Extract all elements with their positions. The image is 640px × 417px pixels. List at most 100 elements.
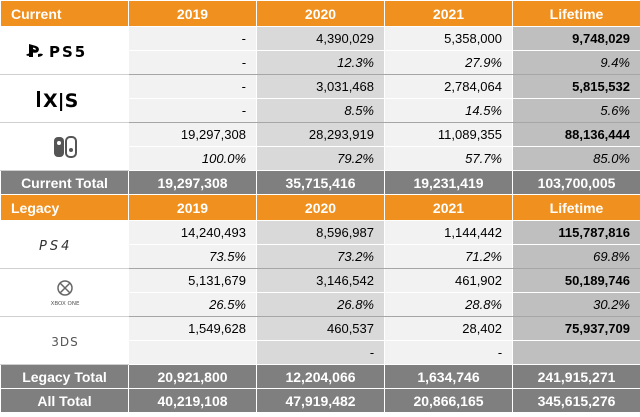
3ds-2019-units: 1,549,628 [128,316,257,341]
ps4-2021-units: 1,144,442 [384,220,513,245]
nintendo-switch-logo-icon [0,122,129,171]
xbox-series-units-row: X|S - 3,031,468 2,784,064 5,815,532 [0,74,640,123]
switch-2020-share: 79.2% [256,146,385,171]
ps5-2021-units: 5,358,000 [384,26,513,51]
switch-2020-units: 28,293,919 [256,122,385,147]
3ds-units-row: 3DS 1,549,628 460,537 28,402 75,937,709 [0,316,640,365]
3ds-lifetime-share [512,340,640,365]
ps4-lifetime-share: 69.8% [512,244,640,269]
legacy-total-row: Legacy Total 20,921,800 12,204,066 1,634… [0,364,640,389]
ps5-lifetime-units: 9,748,029 [512,26,640,51]
ps4-units-row: PS4 14,240,493 8,596,987 1,144,442 115,7… [0,220,640,269]
xbox-one-2020-units: 3,146,542 [256,268,385,293]
xbox-series-2020-share: 8.5% [256,98,385,123]
xbox-one-share-row: 26.5% 26.8% 28.8% 30.2% [1,292,640,317]
ps4-2020-share: 73.2% [256,244,385,269]
all-total-2019: 40,219,108 [128,388,257,413]
svg-text:PS4: PS4 [39,239,72,254]
legacy-col-header-2021: 2021 [384,194,513,221]
svg-text:PS5: PS5 [49,43,87,61]
ps5-2020-units: 4,390,029 [256,26,385,51]
xbox-one-2020-share: 26.8% [256,292,385,317]
col-header-2019: 2019 [128,0,257,27]
ps4-2021-share: 71.2% [384,244,513,269]
xbox-series-2019-units: - [128,74,257,99]
legacy-total-lifetime: 241,915,271 [512,364,640,389]
ps5-logo-icon: PS5 [0,26,129,75]
current-header-row: Current 2019 2020 2021 Lifetime [0,0,640,27]
legacy-total-2019: 20,921,800 [128,364,257,389]
col-header-lifetime: Lifetime [512,0,640,27]
switch-units-row: 19,297,308 28,293,919 11,089,355 88,136,… [0,122,640,171]
all-total-2020: 47,919,482 [256,388,385,413]
ps5-lifetime-share: 9.4% [512,50,640,75]
3ds-2019-share [128,340,257,365]
3ds-2020-units: 460,537 [256,316,385,341]
current-total-row: Current Total 19,297,308 35,715,416 19,2… [0,170,640,195]
xbox-series-lifetime-share: 5.6% [512,98,640,123]
xbox-series-2020-units: 3,031,468 [256,74,385,99]
ps5-2020-share: 12.3% [256,50,385,75]
legacy-col-header-lifetime: Lifetime [512,194,640,221]
ps4-2020-units: 8,596,987 [256,220,385,245]
xbox-one-units-row: XBOX ONE 5,131,679 3,146,542 461,902 50,… [0,268,640,317]
all-total-label: All Total [0,388,129,413]
ps4-2019-share: 73.5% [128,244,257,269]
3ds-2021-share: - [384,340,513,365]
current-total-lifetime: 103,700,005 [512,170,640,195]
3ds-2021-units: 28,402 [384,316,513,341]
switch-2021-units: 11,089,355 [384,122,513,147]
col-header-2020: 2020 [256,0,385,27]
switch-lifetime-share: 85.0% [512,146,640,171]
legacy-header-row: Legacy 2019 2020 2021 Lifetime [0,194,640,221]
xbox-series-lifetime-units: 5,815,532 [512,74,640,99]
col-header-2021: 2021 [384,0,513,27]
all-total-2021: 20,866,165 [384,388,513,413]
xbox-series-2021-units: 2,784,064 [384,74,513,99]
switch-2019-units: 19,297,308 [128,122,257,147]
legacy-total-2020: 12,204,066 [256,364,385,389]
current-total-2020: 35,715,416 [256,170,385,195]
xbox-one-2019-units: 5,131,679 [128,268,257,293]
xbox-series-share-row: - 8.5% 14.5% 5.6% [1,98,640,123]
ps5-2019-share: - [128,50,257,75]
current-total-label: Current Total [0,170,129,195]
svg-text:3DS: 3DS [51,335,79,349]
xbox-series-2021-share: 14.5% [384,98,513,123]
switch-share-row: 100.0% 79.2% 57.7% 85.0% [1,146,640,171]
legacy-total-2021: 1,634,746 [384,364,513,389]
ps4-lifetime-units: 115,787,816 [512,220,640,245]
legacy-section-label: Legacy [0,194,129,221]
xbox-one-2021-units: 461,902 [384,268,513,293]
ps4-share-row: 73.5% 73.2% 71.2% 69.8% [1,244,640,269]
ps5-share-row: - 12.3% 27.9% 9.4% [1,50,640,75]
xbox-one-lifetime-units: 50,189,746 [512,268,640,293]
xbox-one-2019-share: 26.5% [128,292,257,317]
3ds-logo-icon: 3DS [0,316,129,365]
ps5-units-row: PS5 - 4,390,029 5,358,000 9,748,029 [0,26,640,75]
switch-lifetime-units: 88,136,444 [512,122,640,147]
xbox-series-2019-share: - [128,98,257,123]
ps5-2019-units: - [128,26,257,51]
current-section-label: Current [0,0,129,27]
ps4-logo-icon: PS4 [0,220,129,269]
all-total-row: All Total 40,219,108 47,919,482 20,866,1… [0,388,640,413]
3ds-lifetime-units: 75,937,709 [512,316,640,341]
legacy-total-label: Legacy Total [0,364,129,389]
legacy-col-header-2019: 2019 [128,194,257,221]
svg-text:X|S: X|S [43,90,78,111]
ps4-2019-units: 14,240,493 [128,220,257,245]
svg-text:XBOX ONE: XBOX ONE [50,301,79,307]
ps5-2021-share: 27.9% [384,50,513,75]
xbox-one-2021-share: 28.8% [384,292,513,317]
xbox-one-logo-icon: XBOX ONE [0,268,129,317]
xbox-one-lifetime-share: 30.2% [512,292,640,317]
current-total-2021: 19,231,419 [384,170,513,195]
all-total-lifetime: 345,615,276 [512,388,640,413]
current-total-2019: 19,297,308 [128,170,257,195]
switch-2021-share: 57.7% [384,146,513,171]
switch-2019-share: 100.0% [128,146,257,171]
xbox-series-xs-logo-icon: X|S [0,74,129,123]
3ds-2020-share: - [256,340,385,365]
